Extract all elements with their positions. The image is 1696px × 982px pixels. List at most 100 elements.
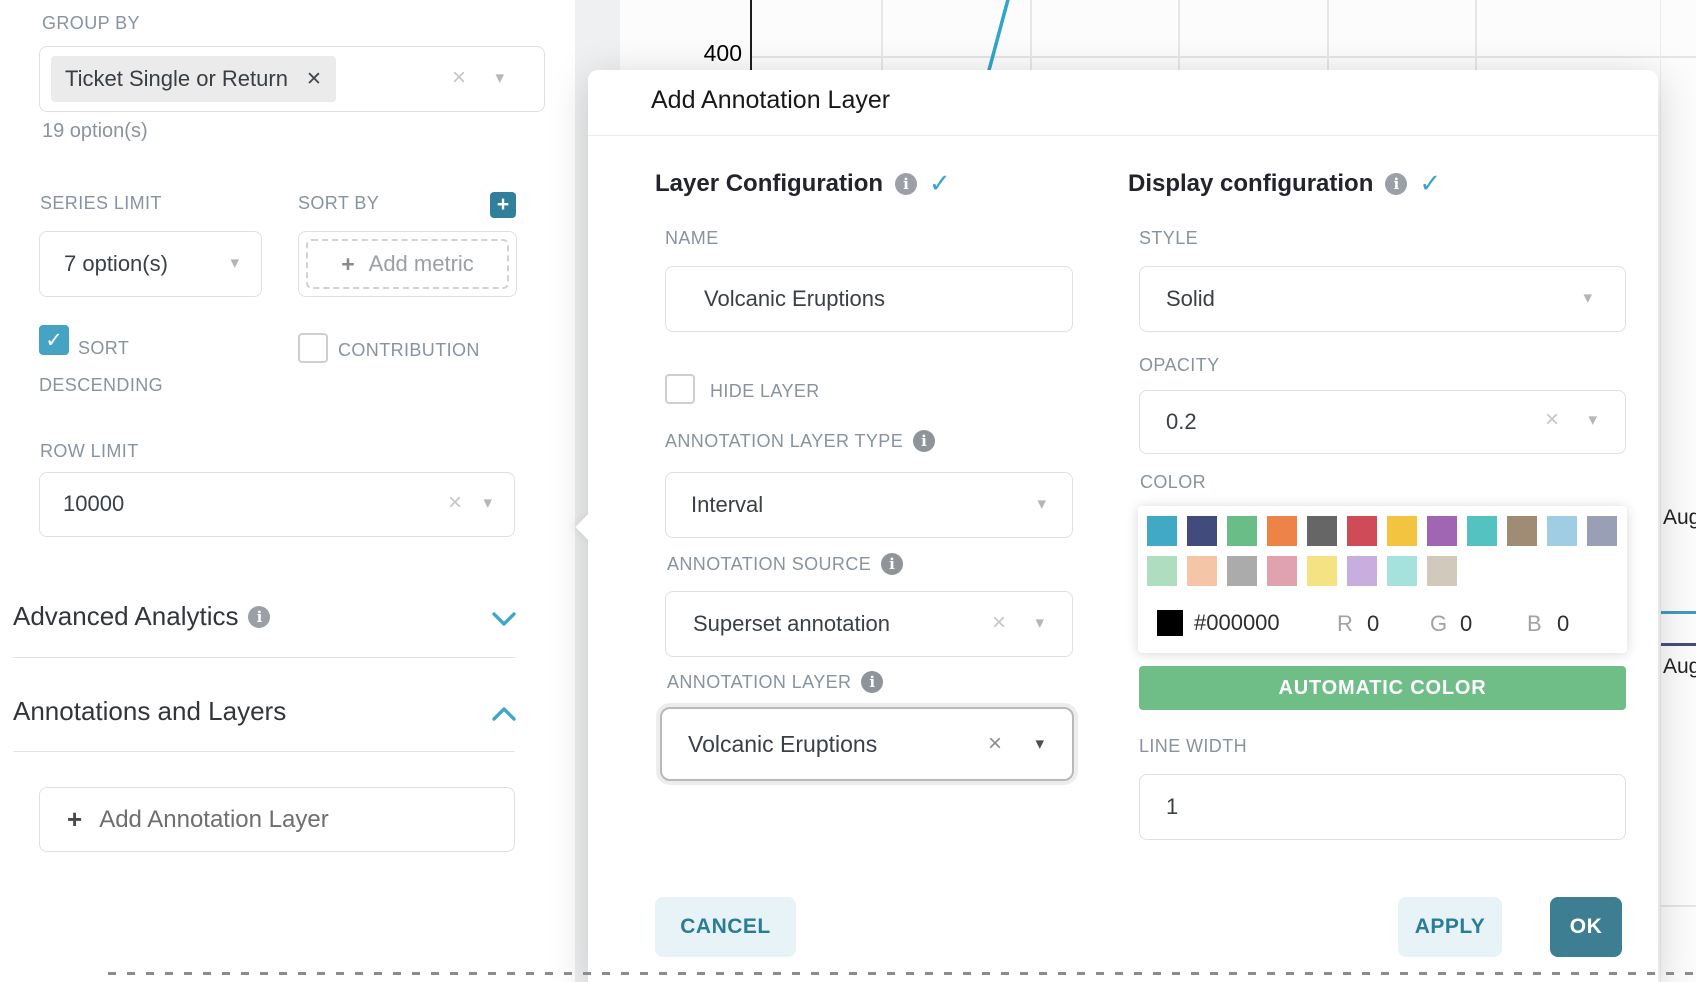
clear-icon[interactable]: × [447,489,462,516]
color-swatch[interactable] [1307,516,1337,546]
color-swatch[interactable] [1347,556,1377,586]
annotation-layer-label: ANNOTATION LAYER [667,671,852,692]
valid-check-icon: ✓ [1419,168,1442,198]
add-annotation-layer-button[interactable]: + Add Annotation Layer [39,787,515,852]
apply-button[interactable]: APPLY [1398,897,1502,957]
chevron-up-icon[interactable] [492,706,516,722]
caret-down-icon[interactable]: ▾ [483,493,492,512]
layer-configuration-header: Layer Configuration i ✓ [655,168,951,199]
line-width-input[interactable]: 1 [1139,774,1626,840]
plus-icon: + [67,804,83,834]
info-icon[interactable]: i [861,671,884,693]
display-configuration-title: Display configuration [1128,169,1374,197]
gridline-vertical [881,0,883,73]
info-icon[interactable]: i [895,172,918,195]
annotation-layer-type-select[interactable]: Interval ▾ [665,472,1073,538]
contribution-checkbox[interactable] [298,333,328,363]
color-swatch[interactable] [1387,556,1417,586]
name-input[interactable]: Volcanic Eruptions [665,266,1073,332]
selected-color-swatch [1157,610,1183,636]
ok-label: OK [1569,915,1603,938]
group-by-select[interactable]: Ticket Single or Return ✕ × ▾ [39,46,545,112]
add-metric-plus-button[interactable]: + [490,192,516,218]
clear-icon[interactable]: × [1544,406,1559,433]
color-swatch[interactable] [1307,556,1337,586]
clear-icon[interactable]: × [451,64,466,91]
color-swatch[interactable] [1387,516,1417,546]
caret-down-icon[interactable]: ▾ [1035,734,1044,753]
caret-down-icon[interactable]: ▾ [495,68,504,87]
color-swatch[interactable] [1547,516,1577,546]
color-swatch[interactable] [1227,516,1257,546]
group-by-options-hint: 19 option(s) [42,120,148,142]
plus-icon: + [496,193,510,216]
add-metric-dropzone[interactable]: + Add metric [306,239,509,289]
chevron-down-icon[interactable] [492,611,516,627]
caret-down-icon[interactable]: ▾ [230,253,239,272]
gridline-vertical [1475,0,1477,73]
annotation-layer-type-row: ANNOTATION LAYER TYPE i [665,430,936,452]
color-swatch[interactable] [1427,516,1457,546]
caret-down-icon[interactable]: ▾ [1037,494,1046,513]
group-by-label: GROUP BY [42,13,140,33]
hide-layer-checkbox[interactable] [665,374,695,404]
opacity-label: OPACITY [1139,355,1220,375]
color-swatch[interactable] [1267,556,1297,586]
color-swatch[interactable] [1187,556,1217,586]
row-limit-label: ROW LIMIT [40,441,139,461]
sort-descending-checkbox[interactable]: ✓ [39,325,69,355]
color-swatch[interactable] [1227,556,1257,586]
color-hex-value[interactable]: #000000 [1194,610,1280,635]
color-swatch[interactable] [1507,516,1537,546]
automatic-color-button[interactable]: AUTOMATIC COLOR [1139,666,1626,710]
ok-button[interactable]: OK [1550,897,1622,957]
caret-down-icon[interactable]: ▾ [1583,288,1592,307]
sort-by-metric-box[interactable]: + Add metric [298,231,517,297]
info-icon[interactable]: i [881,553,904,575]
opacity-value: 0.2 [1166,409,1197,434]
group-by-tag[interactable]: Ticket Single or Return ✕ [51,56,336,102]
color-swatch[interactable] [1187,516,1217,546]
tag-remove-icon[interactable]: ✕ [305,68,322,90]
swatch-row-1 [1147,516,1627,551]
y-axis-line [750,0,752,73]
caret-down-icon[interactable]: ▾ [1035,613,1044,632]
r-value[interactable]: 0 [1367,611,1380,636]
color-swatch[interactable] [1427,556,1457,586]
style-select[interactable]: Solid ▾ [1139,266,1626,332]
panel-edge-divider [1660,0,1661,982]
add-metric-placeholder: Add metric [368,251,474,276]
series-limit-select[interactable]: 7 option(s) ▾ [39,231,262,297]
info-icon[interactable]: i [1385,172,1408,195]
info-icon[interactable]: i [913,430,936,452]
row-limit-select[interactable]: 10000 × ▾ [39,472,515,537]
modal-title: Add Annotation Layer [651,86,891,114]
cancel-button[interactable]: CANCEL [655,897,796,957]
annotation-layer-select[interactable]: Volcanic Eruptions × ▾ [660,707,1074,781]
row-limit-value: 10000 [63,491,125,516]
check-icon: ✓ [45,328,63,352]
caret-down-icon[interactable]: ▾ [1588,410,1597,429]
clear-icon[interactable]: × [991,609,1006,636]
g-value[interactable]: 0 [1460,611,1473,636]
color-swatch[interactable] [1147,556,1177,586]
section-divider [13,657,515,658]
color-swatch[interactable] [1587,516,1617,546]
opacity-select[interactable]: 0.2 × ▾ [1139,390,1626,454]
name-value: Volcanic Eruptions [704,286,885,311]
annotation-source-select[interactable]: Superset annotation × ▾ [665,591,1073,657]
b-value[interactable]: 0 [1557,611,1570,636]
gridline-horizontal [1661,905,1696,907]
color-swatch[interactable] [1347,516,1377,546]
section-advanced-analytics[interactable]: Advanced Analytics i [13,601,271,632]
clear-icon[interactable]: × [987,730,1002,757]
color-swatch[interactable] [1467,516,1497,546]
resize-handle-dashes[interactable] [108,972,1696,975]
section-annotations-layers[interactable]: Annotations and Layers [13,696,286,727]
color-swatch[interactable] [1267,516,1297,546]
apply-label: APPLY [1414,915,1486,938]
sort-by-label: SORT BY [298,193,380,213]
info-icon[interactable]: i [248,605,271,628]
color-swatch[interactable] [1147,516,1177,546]
